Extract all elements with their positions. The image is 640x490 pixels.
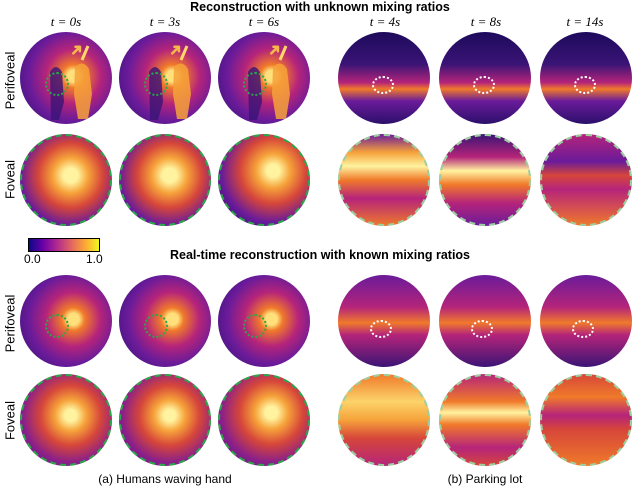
- foveal-ring: [20, 374, 112, 466]
- row-label-foveal-bottom: Foveal: [2, 400, 18, 441]
- fovea-marker: [243, 314, 267, 338]
- time-label-p1: t = 8s: [470, 14, 502, 29]
- foveal-ring: [540, 374, 632, 466]
- foveal-ring: [338, 134, 430, 226]
- caption-a: (a) Humans waving hand: [98, 472, 232, 486]
- time-label-p0: t = 4s: [369, 14, 401, 29]
- colorbar: [28, 238, 100, 252]
- fovea-marker: [372, 76, 394, 94]
- row-label-perifoveal-top: Perifoveal: [2, 51, 18, 110]
- foveal-ring: [439, 374, 531, 466]
- fovea-marker: [370, 320, 392, 338]
- foveal-ring: [218, 374, 310, 466]
- fovea-marker: [45, 72, 69, 96]
- fovea-marker: [45, 314, 69, 338]
- fovea-marker: [572, 320, 594, 338]
- time-label-h0: t = 0s: [50, 14, 82, 29]
- foveal-ring: [540, 134, 632, 226]
- fovea-marker: [471, 320, 493, 338]
- row-label-foveal-top: Foveal: [2, 159, 18, 200]
- fovea-marker: [574, 76, 596, 94]
- foveal-ring: [218, 134, 310, 226]
- fovea-marker: [144, 72, 168, 96]
- fovea-marker: [144, 314, 168, 338]
- fovea-marker: [243, 72, 267, 96]
- colorbar-min-label: 0.0: [24, 252, 41, 266]
- fovea-marker: [473, 76, 495, 94]
- title-bottom: Real-time reconstruction with known mixi…: [169, 248, 471, 262]
- foveal-ring: [20, 134, 112, 226]
- row-label-perifoveal-bottom: Perifoveal: [2, 294, 18, 353]
- foveal-ring: [338, 374, 430, 466]
- time-label-h1: t = 3s: [149, 14, 181, 29]
- foveal-ring: [119, 134, 211, 226]
- foveal-ring: [119, 374, 211, 466]
- time-label-h2: t = 6s: [248, 14, 280, 29]
- foveal-ring: [439, 134, 531, 226]
- title-top: Reconstruction with unknown mixing ratio…: [190, 0, 450, 14]
- colorbar-max-label: 1.0: [86, 252, 103, 266]
- time-label-p2: t = 14s: [566, 14, 604, 29]
- caption-b: (b) Parking lot: [447, 472, 523, 486]
